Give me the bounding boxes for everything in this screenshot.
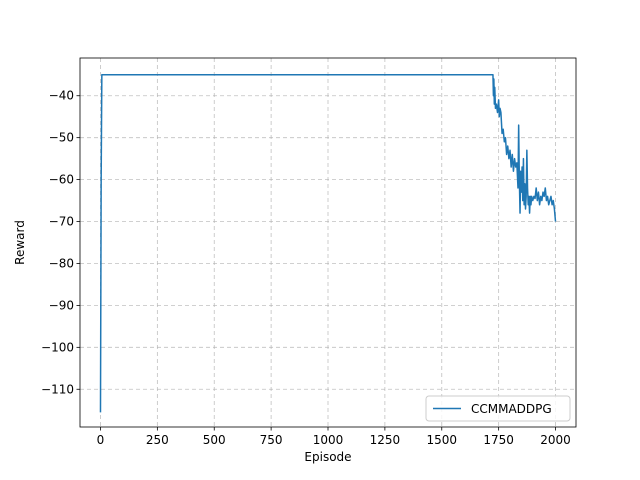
plot-area [99, 74, 557, 413]
legend-box [425, 395, 571, 422]
x-tick-label: 250 [146, 433, 169, 447]
y-tick-label: −90 [49, 298, 74, 312]
series-line-ccmmaddpg [99, 74, 557, 413]
y-tick-label: −70 [49, 215, 74, 229]
x-tick-label: 1750 [483, 433, 514, 447]
y-axis-label: Reward [13, 220, 27, 265]
x-tick-label: 500 [203, 433, 226, 447]
y-tick-label: −110 [41, 382, 74, 396]
x-tick-label: 1000 [313, 433, 344, 447]
y-tick-label: −80 [49, 256, 74, 270]
plot-frame [79, 57, 577, 428]
y-tick-label: −50 [49, 131, 74, 145]
grid [80, 58, 576, 427]
legend: CCMMADDPG [425, 395, 571, 422]
y-tick-label: −100 [41, 340, 74, 354]
x-tick-label: 1250 [370, 433, 401, 447]
y-tick-label: −40 [49, 89, 74, 103]
axes: 0 250 500 750 1000 1250 1500 1750 2000 −110 −100 −9… [41, 57, 577, 447]
x-axis-label: Episode [304, 450, 351, 464]
x-tick-label: 0 [97, 433, 105, 447]
x-tick-label: 1500 [426, 433, 457, 447]
y-tick-label: −60 [49, 173, 74, 187]
x-tick-label: 750 [260, 433, 283, 447]
x-tick-label: 2000 [540, 433, 571, 447]
legend-label-ccmmaddpg: CCMMADDPG [471, 402, 552, 416]
